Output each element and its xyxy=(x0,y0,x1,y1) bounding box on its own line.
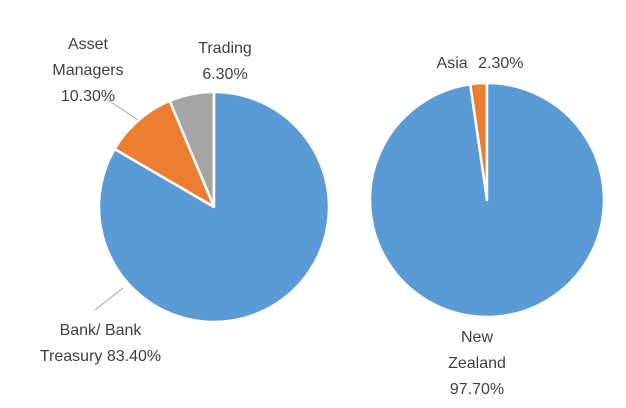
category-label: Asia xyxy=(436,55,468,72)
value-label: 6.30% xyxy=(202,66,248,83)
slice-label: Asia 2.30% xyxy=(420,51,540,77)
slice-label: New Zealand 97.70% xyxy=(437,325,517,403)
slice-label: Trading 6.30% xyxy=(185,36,265,88)
pie-slice xyxy=(113,99,216,209)
leader-line xyxy=(94,287,124,311)
value-label: 2.30% xyxy=(478,55,524,72)
slice-label: Asset Managers 10.30% xyxy=(48,32,128,110)
category-label: New Zealand xyxy=(448,329,506,372)
value-label: 97.70% xyxy=(449,381,505,398)
category-label: Trading xyxy=(198,40,252,57)
value-label: 83.40% xyxy=(106,348,162,365)
pie-slice xyxy=(97,90,331,324)
category-label: Bank/ Bank Treasury xyxy=(39,322,142,365)
value-label: 10.30% xyxy=(60,88,116,105)
category-label: Asset Managers xyxy=(52,36,124,79)
pie-slice xyxy=(368,81,606,319)
slice-label: Bank/ Bank Treasury 83.40% xyxy=(28,318,173,370)
leader-line xyxy=(107,99,139,121)
